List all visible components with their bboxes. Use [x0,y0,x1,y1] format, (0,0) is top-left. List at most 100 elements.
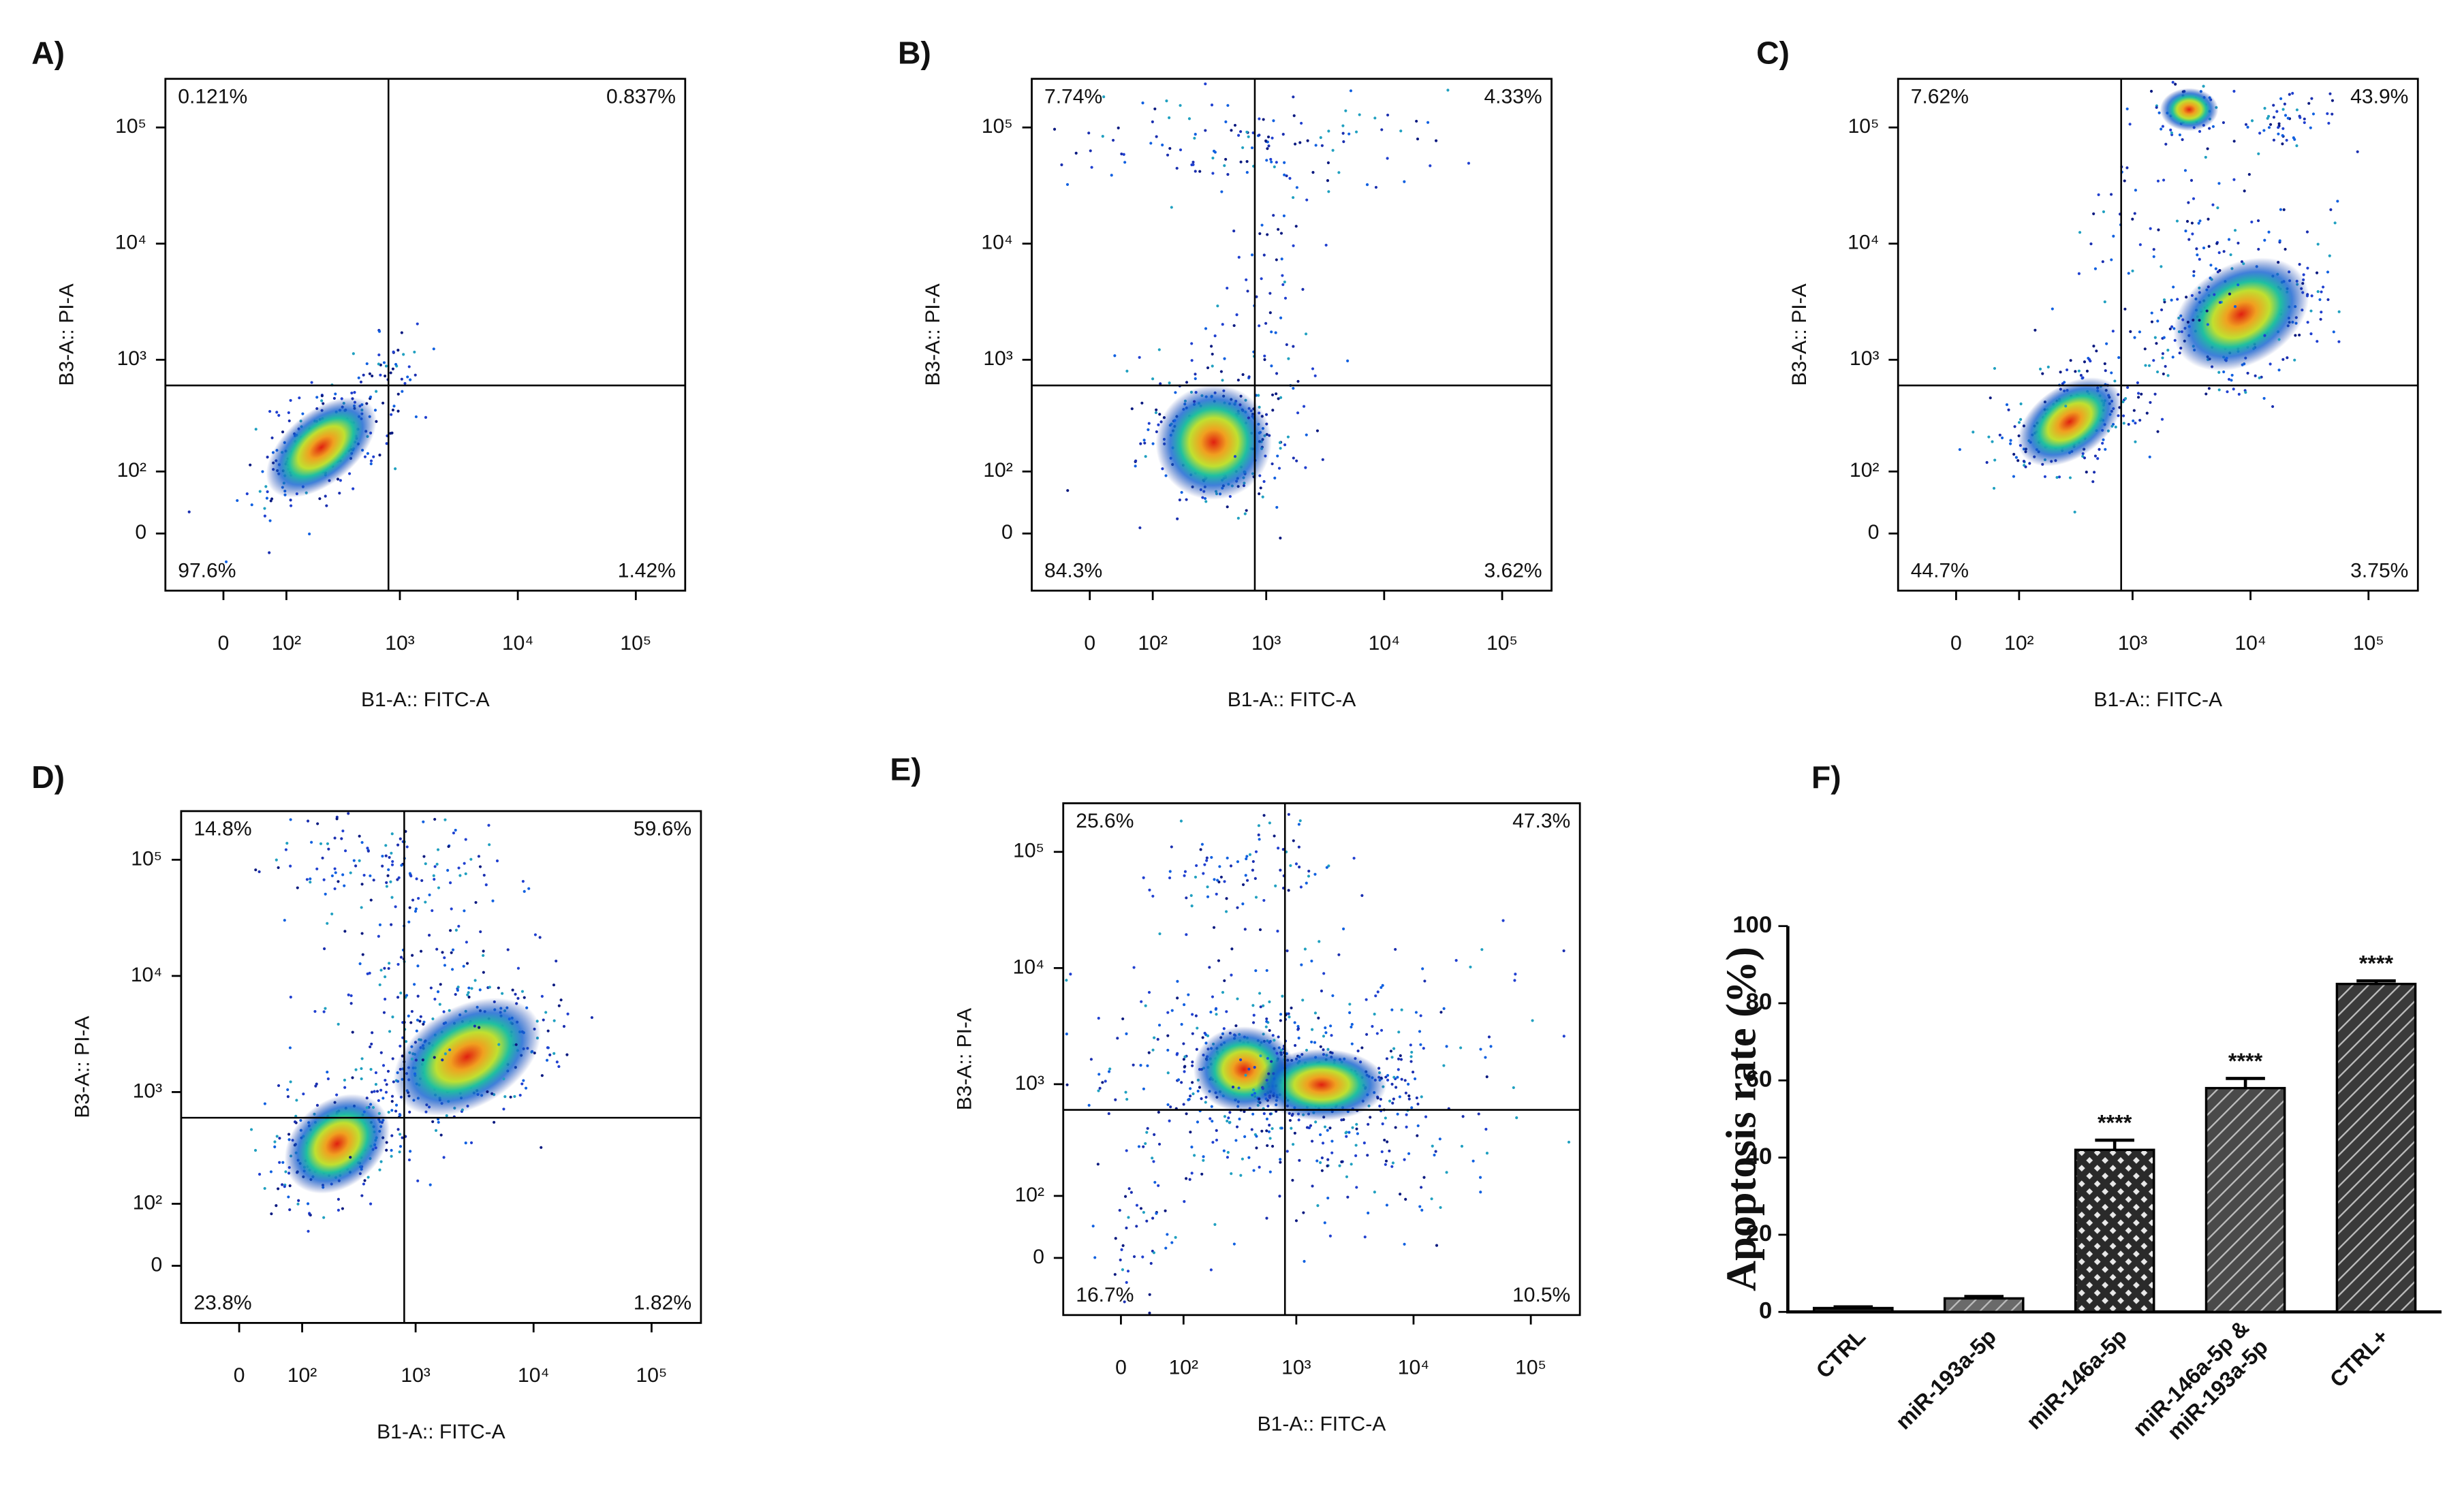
event-dot [2316,340,2319,343]
event-dot [1985,460,1989,464]
event-dot [2131,217,2134,221]
event-dot [1217,959,1221,962]
event-dot [1218,865,1221,868]
event-dot [1480,948,1484,951]
quadrant-percent: 16.7% [1076,1284,1134,1306]
event-dot [2175,219,2179,223]
y-tick-label: 20 [1746,1220,1773,1246]
event-dot [1097,1089,1100,1092]
event-dot [1485,1075,1489,1079]
event-dot [2217,251,2221,255]
event-dot [2250,220,2254,224]
event-dot [363,1179,367,1182]
event-dot [1236,997,1239,1001]
event-dot [341,829,345,833]
event-dot [1215,892,1218,896]
event-dot [320,399,324,403]
event-dot [1277,227,1280,231]
event-dot [1346,1195,1350,1199]
event-dot [1206,1034,1210,1037]
event-dot [2093,454,2098,458]
event-dot [1204,327,1208,330]
event-dot [1380,986,1383,989]
event-dot [484,883,488,887]
event-dot [1183,874,1186,877]
event-dot [306,1202,310,1206]
event-dot [1170,845,1173,849]
y-tick-label: 10³ [133,1080,162,1102]
event-dot [1266,135,1271,139]
quadrant-percent: 14.8% [193,818,251,840]
event-dot [1330,1034,1333,1037]
event-dot [2059,371,2062,374]
event-dot [407,365,411,368]
event-dot [441,951,444,954]
event-dot [2303,121,2306,125]
event-dot [1302,1211,1305,1214]
event-dot [1193,1154,1196,1157]
event-dot [306,819,310,823]
event-dot [1212,926,1216,929]
event-dot [2166,349,2170,352]
event-dot [1266,147,1269,151]
event-dot [439,1133,443,1137]
event-dot [1392,1047,1396,1050]
event-dot [1307,869,1311,873]
event-dot [1113,1273,1117,1276]
density-cloud [2173,257,2309,371]
event-dot [1122,153,1125,156]
event-dot [501,992,504,995]
event-dot [1279,1158,1282,1161]
event-dot [2043,475,2047,478]
event-dot [462,964,465,968]
quadrant-percent: 10.5% [1512,1284,1570,1306]
event-dot [2272,104,2275,107]
event-dot [1138,356,1141,359]
bar [1943,1297,2025,1313]
event-dot [2237,392,2241,396]
event-dot [2206,147,2209,151]
event-dot [1460,1144,1464,1148]
event-dot [1245,171,1249,174]
event-dot [1180,1022,1183,1026]
event-dot [478,865,482,868]
event-dot [437,886,441,889]
event-dot [249,463,252,467]
event-dot [1168,870,1172,873]
event-dot [555,1060,559,1064]
event-dot [1512,1086,1515,1090]
event-dot [401,390,404,393]
event-dot [1384,1116,1387,1120]
event-dot [347,993,350,996]
event-dot [254,428,258,431]
event-dot [1221,990,1225,994]
event-dot [366,452,369,455]
event-dot [268,410,272,413]
event-dot [1439,1206,1442,1209]
event-dot [1166,1071,1170,1075]
event-dot [409,875,413,878]
event-dot [2113,379,2117,383]
event-dot [275,411,279,414]
event-dot [288,1046,292,1050]
event-dot [565,1053,569,1056]
event-dot [1338,1164,1341,1167]
event-dot [1989,396,1992,400]
event-dot [284,1170,287,1174]
event-dot [2104,369,2107,373]
event-dot [1250,146,1254,150]
event-dot [2127,422,2130,426]
event-dot [390,413,393,416]
event-dot [1489,1045,1493,1048]
event-dot [1283,296,1288,300]
event-dot [269,1170,273,1174]
event-dot [2309,126,2312,129]
event-dot [1211,1120,1214,1123]
event-dot [2356,150,2359,153]
event-dot [1373,116,1377,120]
event-dot [398,1133,402,1136]
density-cloud [2017,377,2122,467]
event-dot [1314,1120,1318,1124]
event-dot [1987,435,1991,439]
event-dot [2327,121,2331,125]
